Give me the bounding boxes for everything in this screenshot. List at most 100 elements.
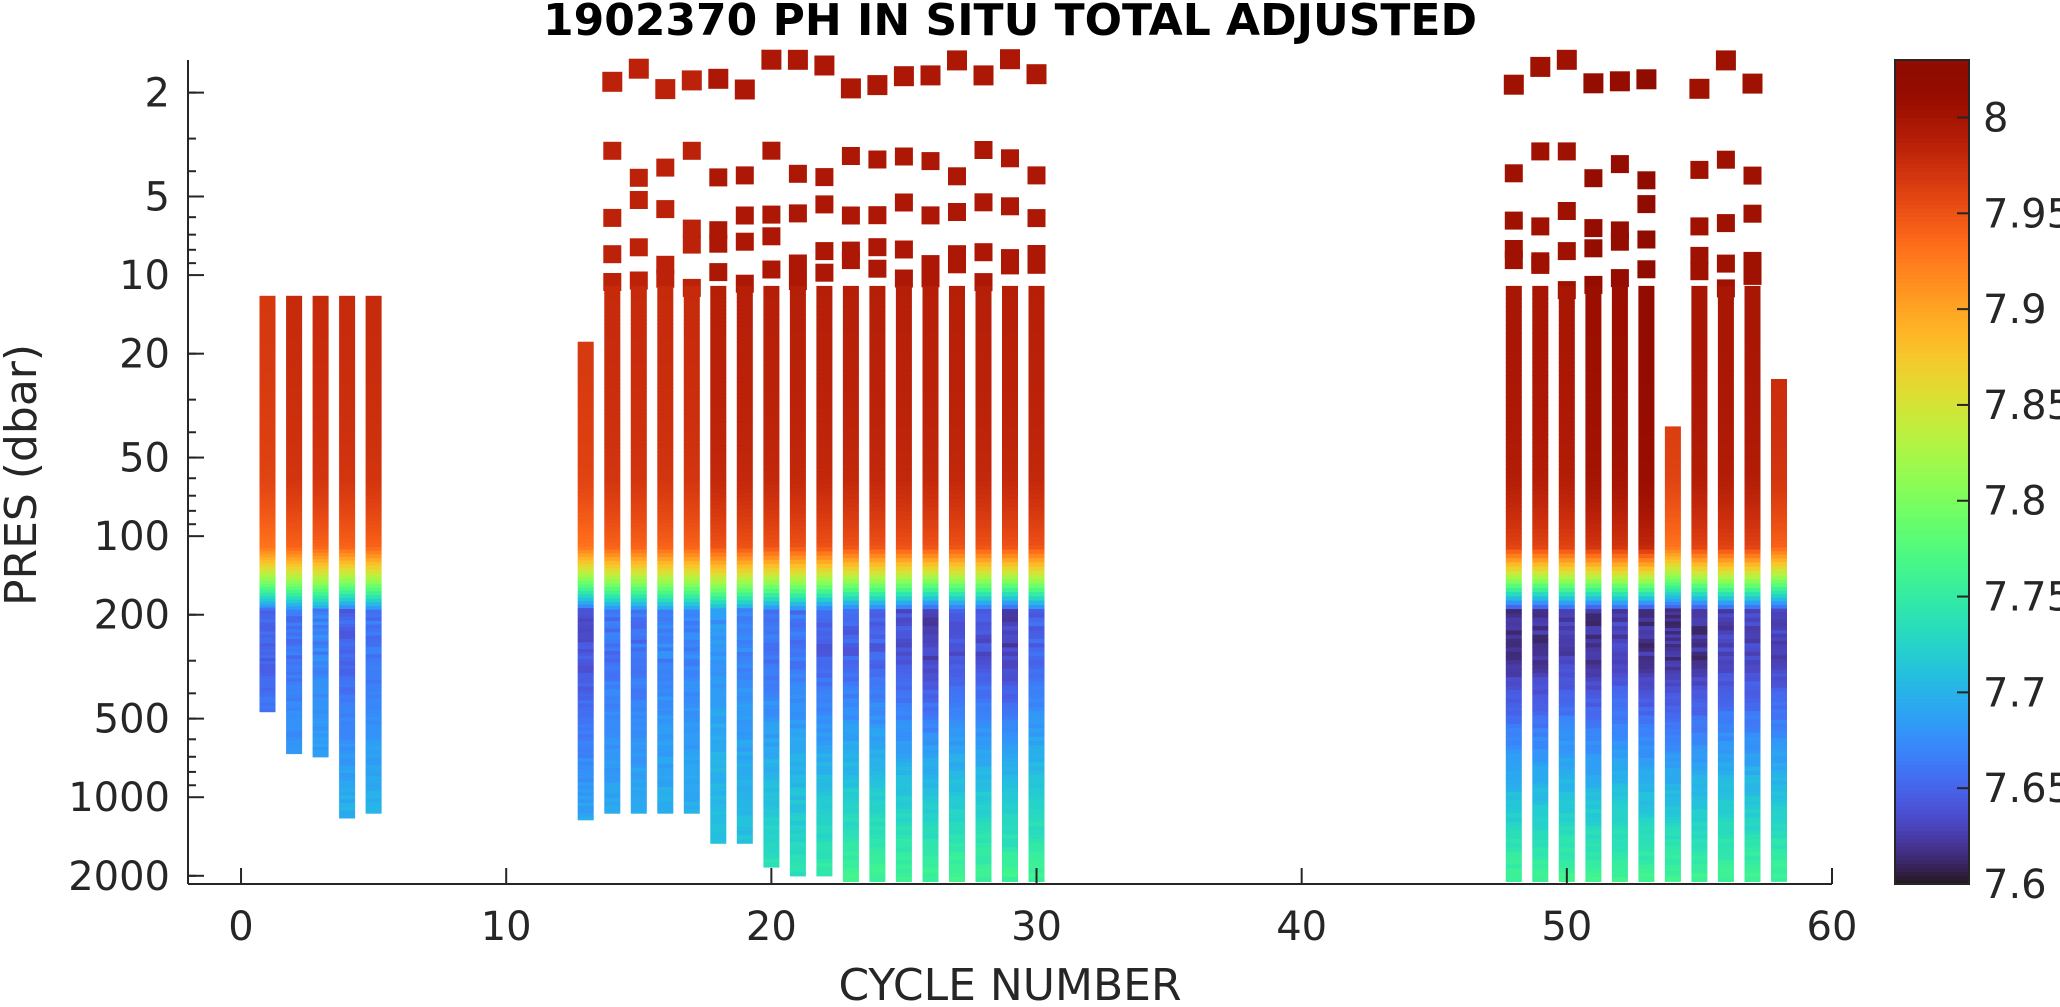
profile-segment <box>869 715 886 721</box>
profile-segment <box>1638 877 1655 882</box>
profile-segment <box>763 522 780 528</box>
profile-segment <box>1002 524 1018 529</box>
profile-segment <box>949 617 965 623</box>
profile-segment <box>763 767 780 773</box>
profile-segment <box>1638 741 1655 746</box>
profile-segment <box>1558 813 1575 819</box>
profile-segment <box>1002 762 1018 768</box>
profile-segment <box>683 715 700 720</box>
profile-segment <box>1771 393 1787 398</box>
profile-segment <box>895 787 912 793</box>
profile-segment <box>736 341 753 347</box>
profile-segment <box>1717 405 1734 410</box>
profile-segment <box>922 430 939 436</box>
profile-segment <box>1611 285 1628 291</box>
profile-segment <box>816 652 833 658</box>
profile-segment <box>1611 800 1628 806</box>
profile-segment <box>736 337 753 343</box>
profile-segment <box>736 377 753 383</box>
profile-segment <box>1638 396 1655 402</box>
profile-segment <box>710 397 727 402</box>
profile-segment <box>1532 477 1549 483</box>
profile-segment <box>365 753 382 759</box>
profile-segment <box>286 576 303 581</box>
profile-segment <box>312 690 329 695</box>
profile-segment <box>1717 413 1734 419</box>
profile-segment <box>577 591 594 595</box>
profile-segment <box>312 588 329 593</box>
profile-segment <box>1717 796 1734 802</box>
colorbar-swatch <box>1895 875 1969 881</box>
profile-segment <box>736 695 753 701</box>
profile-segment <box>736 397 753 402</box>
profile-segment <box>949 383 965 389</box>
profile-segment <box>365 805 382 810</box>
profile-segment <box>1717 715 1734 721</box>
profile-segment <box>339 400 356 405</box>
profile-segment <box>710 496 727 502</box>
profile-segment <box>1002 792 1018 797</box>
profile-segment <box>365 547 382 552</box>
profile-segment <box>1505 630 1522 636</box>
surface-sample-marker <box>1530 56 1551 77</box>
profile-segment <box>365 417 382 422</box>
profile-segment <box>842 634 859 640</box>
profile-segment <box>1558 804 1575 810</box>
profile-segment <box>1691 809 1708 814</box>
profile-segment <box>1611 860 1628 865</box>
profile-segment <box>339 687 356 692</box>
profile-segment <box>1505 473 1522 478</box>
profile-segment <box>1664 754 1681 759</box>
profile-segment <box>339 527 356 532</box>
surface-sample-marker <box>1742 73 1763 94</box>
profile-segment <box>842 349 859 355</box>
profile-segment <box>365 595 382 600</box>
profile-segment <box>842 502 859 508</box>
profile-segment <box>1664 767 1681 772</box>
profile-segment <box>312 411 329 415</box>
profile-segment <box>286 364 303 369</box>
profile-segment <box>683 617 700 622</box>
profile-segment <box>259 670 276 674</box>
profile-segment <box>1585 745 1602 751</box>
profile-segment <box>869 490 886 495</box>
profile-segment <box>975 336 992 342</box>
profile-segment <box>1744 541 1761 546</box>
profile-segment <box>1611 864 1628 870</box>
profile-segment <box>286 560 303 565</box>
profile-segment <box>365 657 382 663</box>
profile-segment <box>365 772 382 777</box>
profile-segment <box>816 572 833 578</box>
profile-segment <box>1505 481 1522 487</box>
profile-segment <box>1611 775 1628 780</box>
surface-sample-marker <box>735 206 754 225</box>
profile-segment <box>1028 851 1045 857</box>
profile-segment <box>1691 294 1708 300</box>
profile-segment <box>869 583 886 589</box>
profile-segment <box>1771 748 1787 753</box>
profile-segment <box>1585 753 1602 759</box>
profile-segment <box>339 366 356 371</box>
profile-segment <box>816 357 833 363</box>
profile-segment <box>1532 570 1549 576</box>
profile-segment <box>1002 617 1018 623</box>
profile-segment <box>763 638 780 644</box>
profile-segment <box>763 659 780 665</box>
profile-segment <box>1585 324 1602 330</box>
profile-segment <box>657 436 674 441</box>
profile-segment <box>1691 621 1708 627</box>
profile-segment <box>736 795 753 800</box>
profile-segment <box>895 490 912 495</box>
profile-segment <box>259 325 276 330</box>
profile-segment <box>789 812 806 818</box>
profile-segment <box>842 400 859 406</box>
profile-segment <box>577 492 594 496</box>
profile-segment <box>1505 362 1522 368</box>
profile-segment <box>604 613 621 618</box>
profile-segment <box>1532 498 1549 504</box>
profile-segment <box>1664 865 1681 869</box>
profile-segment <box>339 433 356 439</box>
profile-segment <box>1002 451 1018 457</box>
profile-segment <box>1744 604 1761 610</box>
profile-segment <box>1744 498 1761 504</box>
